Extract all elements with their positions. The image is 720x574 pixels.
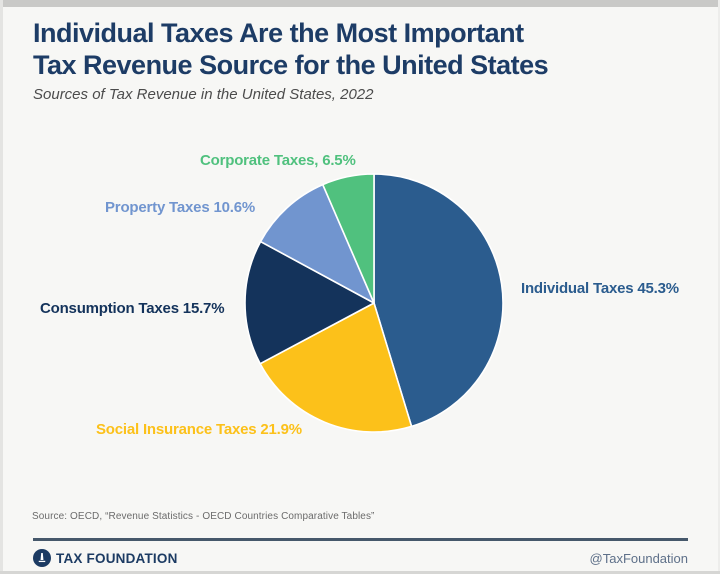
chart-title: Individual Taxes Are the Most Important … (33, 17, 549, 81)
pie-label-property-taxes: Property Taxes 10.6% (105, 199, 255, 216)
pie-slice-consumption-taxes (244, 240, 375, 365)
chart-title-line2: Tax Revenue Source for the United States (33, 50, 549, 80)
source-note: Source: OECD, “Revenue Statistics - OECD… (32, 511, 375, 522)
twitter-handle: @TaxFoundation (589, 551, 688, 566)
pie-slice-social-insurance-taxes (259, 302, 413, 433)
pie-label-social-insurance-taxes: Social Insurance Taxes 21.9% (96, 421, 302, 438)
brand-name: TAX FOUNDATION (56, 551, 178, 566)
footer-divider (33, 538, 688, 541)
pie-slice-property-taxes (259, 183, 375, 304)
page-border-bottom (0, 571, 720, 574)
pie-label-corporate-taxes: Corporate Taxes, 6.5% (200, 152, 356, 169)
tax-foundation-logo-icon (33, 549, 51, 567)
page-border-right (718, 0, 720, 574)
pie-slice-corporate-taxes (321, 173, 375, 304)
chart-title-line1: Individual Taxes Are the Most Important (33, 18, 524, 48)
pie-label-consumption-taxes: Consumption Taxes 15.7% (40, 300, 225, 317)
chart-subtitle: Sources of Tax Revenue in the United Sta… (33, 86, 374, 103)
page-border-left (0, 0, 3, 574)
pie-label-individual-taxes: Individual Taxes 45.3% (521, 280, 679, 297)
pie-slice-individual-taxes (373, 173, 504, 428)
page-border-top (0, 0, 720, 7)
